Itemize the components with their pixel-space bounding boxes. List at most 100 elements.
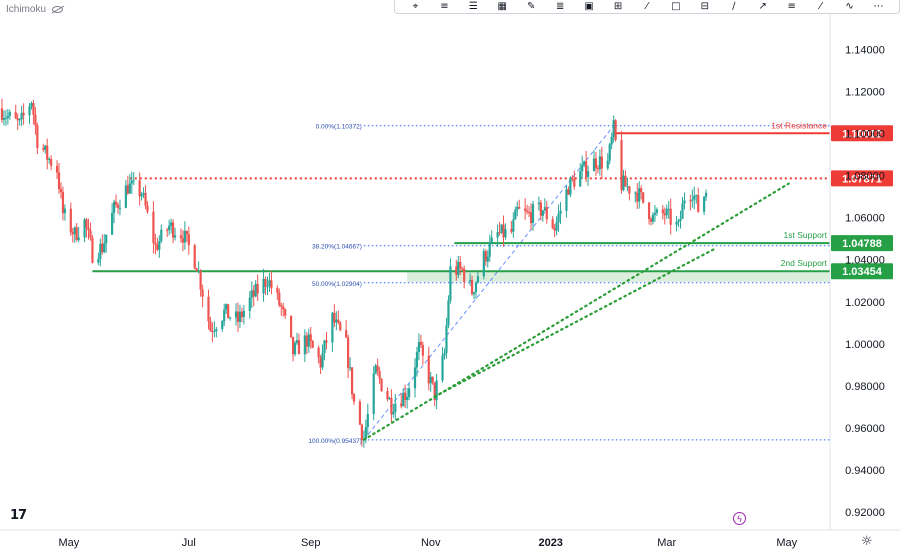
candle-body: [415, 352, 419, 368]
brush-icon[interactable]: ⁄: [646, 0, 648, 12]
candle-body: [73, 227, 76, 235]
lightning-icon[interactable]: ϟ: [733, 512, 746, 525]
candle-body: [571, 177, 574, 179]
candle-body: [293, 342, 297, 355]
candle-body: [614, 120, 617, 140]
candle-body: [227, 304, 230, 319]
y-tick-label: 1.00000: [845, 339, 885, 351]
candle-body: [655, 209, 659, 213]
candle-body: [366, 413, 369, 428]
arrow-icon[interactable]: ↗: [758, 0, 767, 12]
candle-body: [339, 322, 342, 331]
candle-body: [447, 300, 450, 326]
candle-body: [71, 232, 74, 235]
candle-body: [282, 306, 285, 310]
candle-body: [61, 191, 65, 214]
candle-body: [386, 390, 389, 400]
candle-body: [6, 115, 9, 118]
x-tick-label: May: [58, 537, 79, 549]
candle-body: [105, 234, 108, 244]
parallel-icon[interactable]: ≡: [787, 0, 796, 12]
candle-body: [651, 214, 655, 222]
y-tick-label: 1.02000: [845, 297, 885, 309]
tradingview-logo[interactable]: 17: [10, 508, 27, 523]
candle-body: [309, 334, 312, 342]
vertical-line-icon[interactable]: ⊟: [700, 0, 710, 12]
candle-body: [22, 112, 25, 116]
candle-body: [14, 112, 17, 119]
candle-body: [238, 311, 242, 322]
candle-body: [99, 243, 102, 260]
indicator-legend[interactable]: Ichimoku: [6, 4, 64, 15]
text-icon[interactable]: ☰: [468, 0, 478, 12]
cursor-icon[interactable]: ⌖: [412, 0, 419, 12]
candle-body: [89, 230, 92, 238]
candle-body: [193, 245, 196, 269]
lock-icon[interactable]: ▣: [584, 0, 594, 12]
drawing-toolbar[interactable]: ⌖ ≡ ☰ ▦ ✎ ≣ ▣ ⊞ ⁄ □ ⊟ ∕ ↗ ≡ ⁄ ∿ ⋯: [394, 0, 900, 14]
level-name: 2nd Support: [781, 258, 828, 268]
candle-body: [347, 337, 350, 369]
indicator-name[interactable]: Ichimoku: [6, 4, 47, 15]
more-icon[interactable]: ⋯: [873, 0, 884, 12]
candle-body: [642, 192, 645, 203]
candle-body: [624, 175, 627, 187]
horizontal-line-icon[interactable]: ≡: [440, 0, 449, 12]
fib-level-label: 0.00%(1.10372): [316, 124, 362, 131]
candle-body: [429, 376, 432, 384]
candle-body: [197, 271, 200, 273]
candle-body: [63, 208, 67, 214]
candle-body: [252, 290, 255, 297]
candle-body: [126, 185, 129, 194]
candle-body: [541, 210, 544, 216]
candle-body: [160, 229, 163, 242]
candle-body: [171, 222, 175, 238]
candle-body: [8, 112, 11, 116]
candle-body: [170, 222, 173, 226]
candle-body: [311, 341, 314, 348]
candle-body: [545, 207, 548, 220]
plot-area[interactable]: [0, 0, 830, 530]
candle-body: [348, 367, 352, 369]
zoom-icon[interactable]: ∿: [845, 0, 854, 12]
candle-body: [124, 185, 127, 208]
pencil-icon[interactable]: ✎: [527, 0, 536, 12]
trend-icon[interactable]: ⁄: [819, 0, 822, 12]
eye-off-icon[interactable]: [52, 6, 64, 13]
support-zone: [407, 271, 830, 282]
candle-body: [0, 108, 4, 120]
candle-body: [374, 365, 377, 374]
grid-icon[interactable]: ▦: [497, 0, 507, 12]
candle-body: [42, 148, 45, 150]
price-tag: [831, 125, 893, 142]
x-tick-label: May: [776, 537, 797, 549]
candle-body: [333, 312, 336, 323]
candle-body: [482, 251, 485, 277]
candle-body: [321, 352, 324, 368]
candle-body: [502, 224, 505, 238]
x-tick-label: 2023: [538, 537, 562, 549]
candle-body: [59, 189, 63, 192]
candle-body: [407, 388, 411, 397]
price-tag: [831, 235, 893, 252]
candle-body: [350, 367, 354, 395]
candle-body: [57, 172, 61, 190]
candle-body: [592, 158, 596, 172]
candle-body: [317, 347, 320, 358]
rectangle-icon[interactable]: □: [671, 0, 681, 12]
candle-body: [116, 204, 120, 208]
candle-body: [75, 227, 78, 240]
level-name: 1st Support: [784, 230, 828, 240]
path-icon[interactable]: ∕: [732, 0, 736, 12]
candle-body: [221, 320, 224, 330]
candle-body: [612, 120, 615, 137]
candle-body: [527, 212, 531, 214]
fib-icon[interactable]: ≣: [555, 0, 565, 12]
settings-gear-icon[interactable]: ☼: [861, 534, 873, 549]
candle-body: [598, 156, 601, 170]
ruler-icon[interactable]: ⊞: [613, 0, 623, 12]
candle-body: [653, 212, 657, 215]
candle-body: [146, 205, 149, 212]
